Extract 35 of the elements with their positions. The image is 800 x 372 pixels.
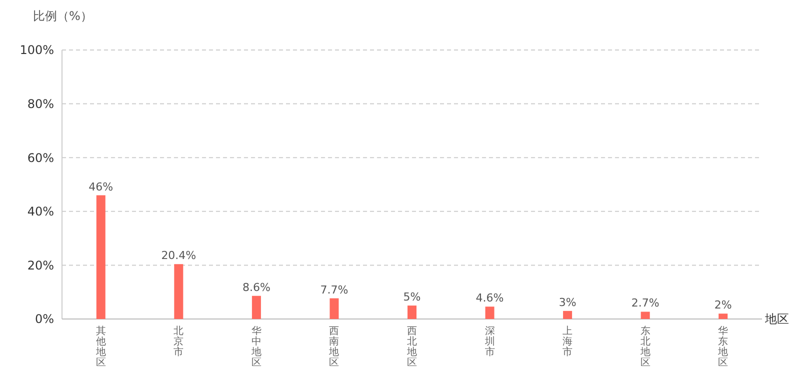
data-label: 46% — [88, 180, 114, 194]
bar — [252, 296, 261, 319]
data-label: 20.4% — [161, 249, 196, 262]
x-tick-label: 深圳市 — [484, 325, 495, 358]
y-tick-label: 0% — [34, 312, 54, 326]
data-label: 5% — [403, 290, 421, 304]
x-tick-label: 华东地区 — [717, 325, 728, 368]
x-axis-title: 地区 — [764, 312, 789, 326]
bar — [330, 298, 339, 319]
data-label: 4.6% — [476, 292, 504, 305]
x-tick-label: 北京市 — [174, 325, 184, 358]
x-tick-label: 东北地区 — [639, 325, 650, 368]
bar — [718, 314, 728, 319]
bar — [640, 312, 650, 319]
x-tick-label: 华中地区 — [250, 325, 262, 368]
y-tick-label: 100% — [20, 43, 54, 58]
data-label: 7.7% — [320, 283, 348, 296]
y-tick-label: 80% — [27, 97, 54, 111]
x-tick-label: 西北地区 — [406, 326, 417, 368]
y-tick-label: 60% — [27, 150, 54, 165]
y-axis-title: 比例（%） — [33, 9, 92, 23]
y-tick-label: 20% — [27, 258, 54, 272]
bar — [174, 264, 184, 319]
data-label: 2% — [714, 298, 732, 312]
data-label: 8.6% — [242, 280, 270, 294]
x-tick-label: 西南地区 — [328, 326, 340, 368]
bar — [96, 195, 106, 319]
x-tick-label: 其他地区 — [94, 325, 106, 368]
x-tick-label: 上海市 — [562, 325, 573, 358]
bar — [485, 306, 494, 319]
bar — [563, 310, 572, 319]
data-label: 3% — [558, 296, 576, 309]
bar — [408, 306, 416, 319]
data-label: 2.7% — [631, 296, 660, 310]
y-tick-label: 40% — [27, 204, 54, 219]
